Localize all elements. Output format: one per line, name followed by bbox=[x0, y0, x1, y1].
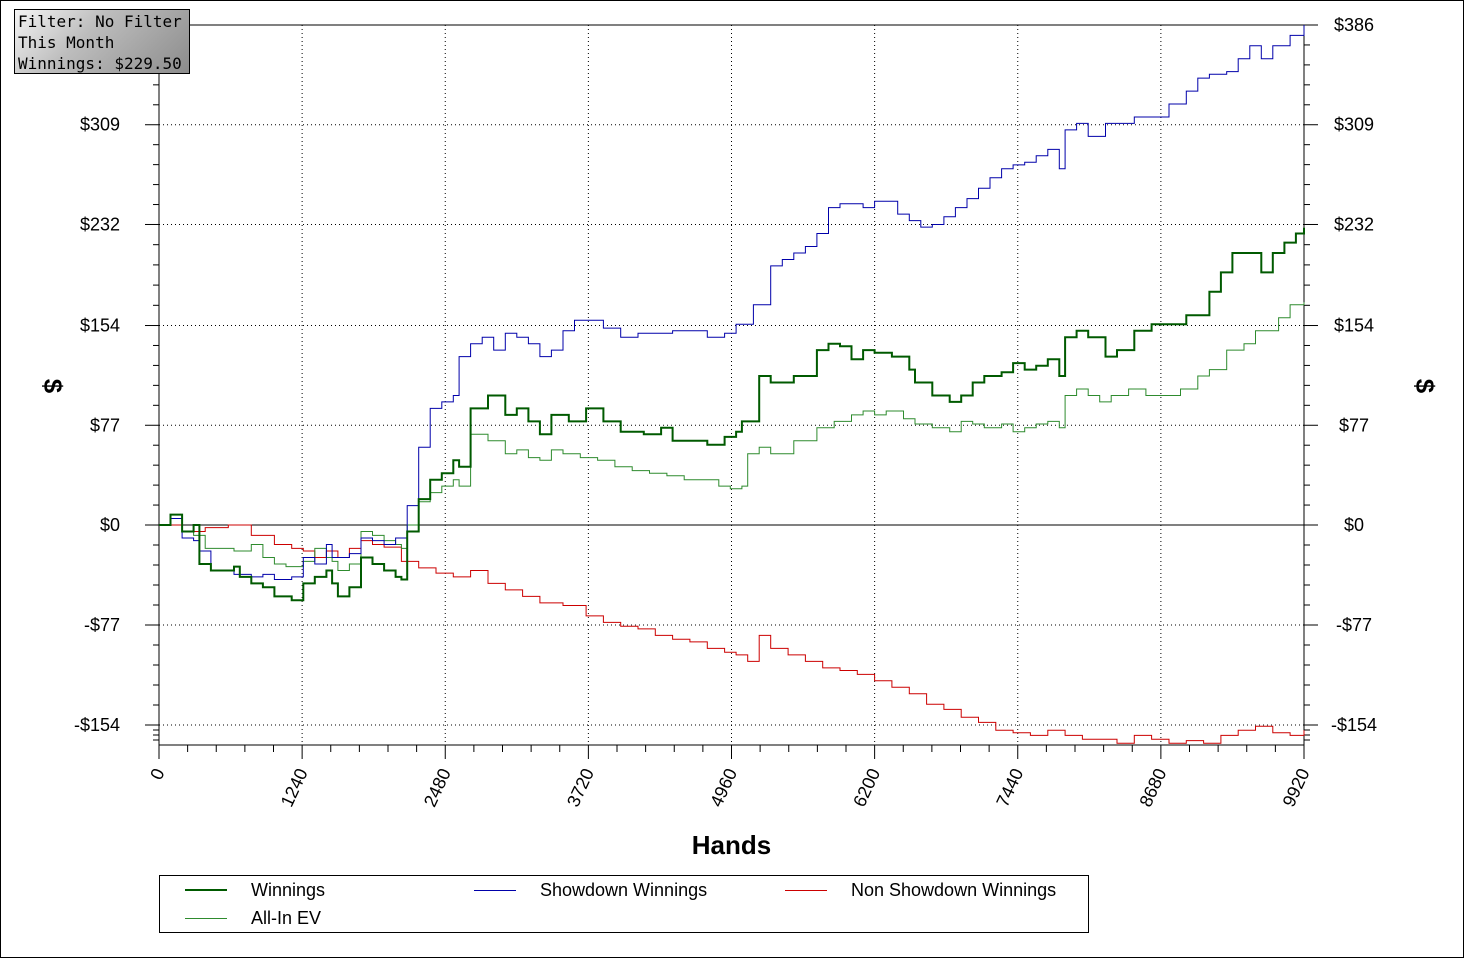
x-tick-label: 2480 bbox=[420, 765, 455, 810]
chart-legend: Winnings Showdown Winnings Non Showdown … bbox=[159, 875, 1089, 933]
series-line-non-showdown-winnings bbox=[159, 524, 1305, 744]
y-axis-title-left: $ bbox=[38, 379, 68, 394]
x-tick-label: 7440 bbox=[992, 765, 1027, 810]
y-tick-label-left: $0 bbox=[100, 515, 120, 535]
x-tick-label: 8680 bbox=[1135, 765, 1170, 810]
winnings-total-label: Winnings: $229.50 bbox=[18, 54, 182, 73]
y-tick-label-left: $77 bbox=[90, 415, 120, 435]
period-label: This Month bbox=[18, 33, 115, 52]
y-tick-label-right: $386 bbox=[1334, 15, 1374, 35]
y-tick-label-right: $77 bbox=[1339, 415, 1369, 435]
x-tick-label: 3720 bbox=[563, 765, 598, 810]
legend-swatch-non-showdown-winnings bbox=[785, 889, 827, 891]
y-tick-label-right: $232 bbox=[1334, 214, 1374, 234]
y-tick-label-left: -$77 bbox=[84, 615, 120, 635]
x-tick-label: 6200 bbox=[849, 765, 884, 810]
legend-label-showdown-winnings: Showdown Winnings bbox=[540, 879, 708, 900]
legend-label-winnings: Winnings bbox=[251, 879, 326, 900]
x-tick-label: 0 bbox=[146, 765, 168, 783]
legend-label-non-showdown-winnings: Non Showdown Winnings bbox=[851, 879, 1057, 900]
y-tick-label-right: $309 bbox=[1334, 115, 1374, 135]
legend-item-non-showdown-winnings: Non Showdown Winnings bbox=[785, 877, 1056, 903]
filter-info-box: Filter: No Filter This Month Winnings: $… bbox=[14, 9, 190, 74]
x-tick-label: 1240 bbox=[277, 765, 312, 810]
legend-swatch-showdown-winnings bbox=[474, 889, 516, 891]
y-tick-label-left: $154 bbox=[80, 316, 120, 336]
series-line-winnings bbox=[159, 227, 1305, 602]
series-line-all-in-ev bbox=[159, 302, 1305, 571]
y-tick-label-right: -$77 bbox=[1336, 615, 1372, 635]
y-tick-label-right: $154 bbox=[1334, 316, 1374, 336]
y-tick-label-right: -$154 bbox=[1331, 715, 1377, 735]
x-axis-title: Hands bbox=[692, 830, 771, 860]
legend-swatch-winnings bbox=[185, 889, 227, 891]
x-tick-label: 4960 bbox=[706, 765, 741, 810]
legend-item-all-in-ev: All-In EV bbox=[185, 905, 321, 931]
y-tick-label-left: $309 bbox=[80, 115, 120, 135]
filter-label: Filter: No Filter bbox=[18, 12, 182, 31]
y-tick-label-left: -$154 bbox=[74, 715, 120, 735]
x-tick-label: 9920 bbox=[1279, 765, 1314, 810]
legend-item-winnings: Winnings bbox=[185, 877, 325, 903]
legend-item-showdown-winnings: Showdown Winnings bbox=[474, 877, 707, 903]
legend-swatch-all-in-ev bbox=[185, 917, 227, 919]
legend-label-all-in-ev: All-In EV bbox=[251, 907, 322, 928]
y-tick-label-left: $232 bbox=[80, 214, 120, 234]
y-axis-title-right: $ bbox=[1410, 379, 1440, 394]
y-tick-label-right: $0 bbox=[1344, 515, 1364, 535]
series-line-showdown-winnings bbox=[159, 25, 1305, 580]
